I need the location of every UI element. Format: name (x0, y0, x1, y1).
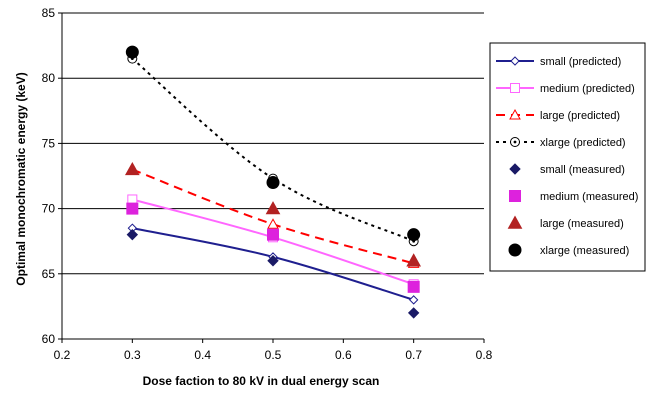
data-point (265, 201, 281, 215)
legend-marker (510, 83, 520, 93)
legend-item: large (measured) (507, 215, 624, 230)
data-point (407, 280, 420, 293)
series-5 (126, 202, 420, 293)
x-tick-label: 0.2 (54, 348, 71, 362)
x-tick-label: 0.6 (335, 348, 352, 362)
data-point (125, 45, 139, 59)
x-tick-label: 0.8 (476, 348, 493, 362)
legend-label: medium (measured) (540, 191, 638, 203)
legend-label: small (measured) (540, 164, 625, 176)
y-tick-label: 75 (42, 136, 56, 150)
legend-marker (507, 215, 523, 229)
x-tick-label: 0.7 (405, 348, 422, 362)
x-axis-title: Dose faction to 80 kV in dual energy sca… (143, 374, 380, 388)
legend-item: small (measured) (509, 163, 625, 176)
x-tick-label: 0.4 (194, 348, 211, 362)
legend-label: xlarge (measured) (540, 245, 629, 257)
data-point (266, 176, 280, 190)
y-tick-label: 70 (42, 202, 56, 216)
x-tick-label: 0.5 (265, 348, 282, 362)
legend-label: medium (predicted) (540, 83, 635, 95)
y-tick-label: 80 (42, 71, 56, 85)
x-tick-label: 0.3 (124, 348, 141, 362)
legend-item: medium (predicted) (496, 83, 635, 95)
x-tick-labels: 0.2 0.3 0.4 0.5 0.6 0.7 0.8 (54, 339, 493, 362)
legend-marker (509, 163, 521, 175)
data-point (126, 202, 139, 215)
legend-marker-dot (513, 140, 517, 144)
data-point (408, 295, 419, 305)
legend-item: medium (measured) (509, 190, 638, 203)
data-point (267, 228, 279, 241)
legend-marker (509, 108, 521, 120)
legend: small (predicted) medium (predicted) large… (489, 42, 646, 272)
legend-box (489, 42, 646, 272)
data-point (267, 218, 279, 229)
legend-item: xlarge (predicted) (496, 137, 626, 149)
y-tick-label: 85 (42, 6, 56, 20)
series-7 (125, 45, 421, 242)
legend-marker (508, 243, 522, 257)
legend-item: xlarge (measured) (508, 243, 629, 257)
series-3 (127, 53, 419, 247)
legend-marker (510, 56, 520, 66)
y-tick-label: 60 (42, 332, 56, 346)
legend-marker (509, 190, 521, 202)
y-axis-title: Optimal monochromatic energy (keV) (14, 72, 28, 285)
series-4 (126, 228, 420, 319)
legend-item: small (predicted) (496, 56, 621, 68)
y-tick-label: 65 (42, 267, 56, 281)
series-6 (124, 161, 422, 267)
data-point (126, 228, 139, 241)
data-point (124, 161, 140, 176)
y-tick-labels: 60 65 70 75 80 85 (42, 6, 62, 346)
legend-label: large (measured) (540, 218, 624, 230)
data-point (407, 228, 421, 242)
data-point (406, 253, 422, 267)
legend-label: xlarge (predicted) (540, 137, 626, 149)
data-point (407, 307, 420, 319)
data-point (267, 255, 279, 267)
legend-label: small (predicted) (540, 56, 621, 68)
legend-label: large (predicted) (540, 110, 620, 122)
legend-item: large (predicted) (496, 108, 620, 122)
series (124, 45, 422, 319)
